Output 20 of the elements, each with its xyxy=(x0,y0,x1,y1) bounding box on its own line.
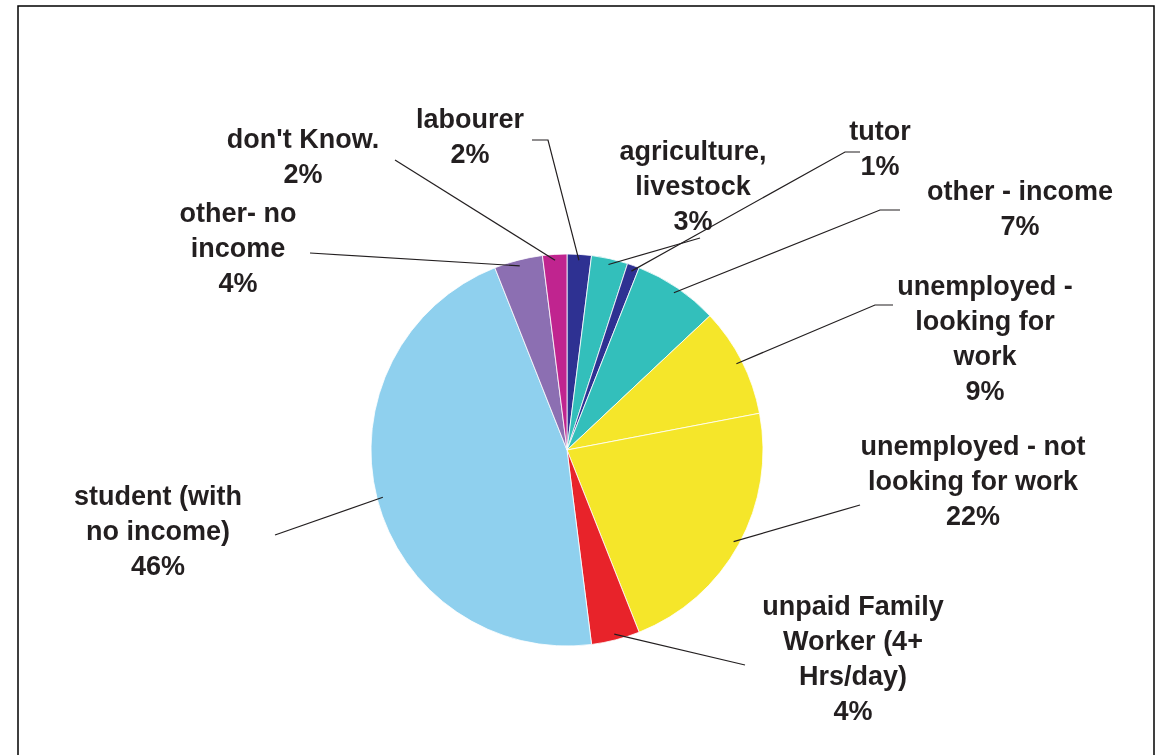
data-label: 3% xyxy=(673,206,713,236)
data-label: 9% xyxy=(965,376,1005,406)
slice-label: student (with no income) xyxy=(74,481,242,546)
slice-label: agriculture, livestock xyxy=(619,136,767,201)
slice-label: don't Know. xyxy=(226,124,380,154)
slice-label: unemployed - looking for work xyxy=(897,271,1073,371)
slice-label: unpaid Family Worker (4+ Hrs/day) xyxy=(762,591,944,691)
slice-label: unemployed - not looking for work xyxy=(860,431,1086,496)
data-label: 22% xyxy=(945,501,1001,531)
slice-label: other- no income xyxy=(179,198,297,263)
slice-label: tutor xyxy=(849,116,912,146)
data-label: 7% xyxy=(1000,211,1040,241)
slice-label: other - income xyxy=(926,176,1114,206)
data-label: 2% xyxy=(450,139,490,169)
data-label: 46% xyxy=(130,551,186,581)
data-label: 1% xyxy=(860,151,900,181)
slice-label: labourer xyxy=(415,104,525,134)
data-label: 4% xyxy=(833,696,873,726)
data-label: 2% xyxy=(283,159,323,189)
data-label: 4% xyxy=(218,268,258,298)
